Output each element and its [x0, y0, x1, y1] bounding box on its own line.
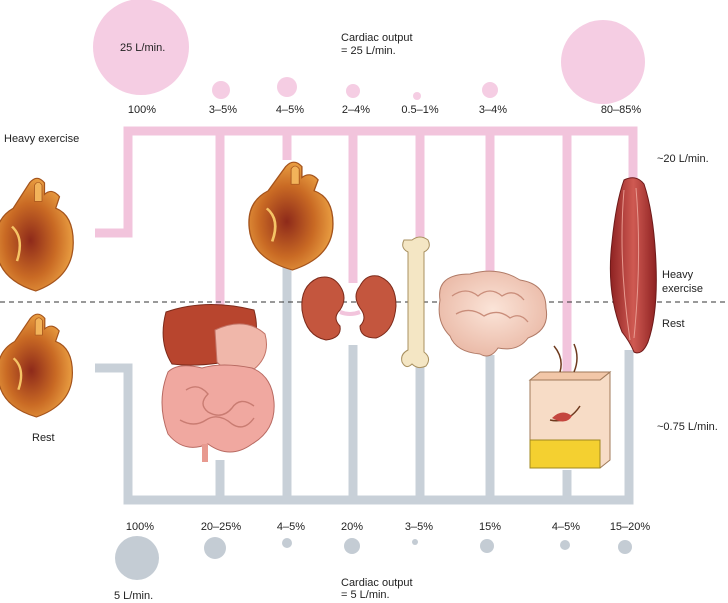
digestive-tract-illustration [161, 304, 275, 462]
rest-circle-muscle [618, 540, 632, 554]
exercise-output-label-line1: Cardiac output [341, 32, 413, 44]
exercise-pct-brain: 3–4% [478, 104, 508, 116]
exercise-muscle-flow: ~20 L/min. [657, 153, 709, 165]
rest-output-label-line2: = 5 L/min. [341, 589, 390, 601]
brain-illustration [438, 270, 548, 357]
rest-pct-total: 100% [125, 521, 155, 533]
exercise-circle-muscle [561, 20, 645, 104]
rest-circle-brain [480, 539, 494, 553]
bone-illustration [401, 236, 430, 369]
rest-muscle-flow: ~0.75 L/min. [657, 421, 718, 433]
exercise-pct-heart: 4–5% [275, 104, 305, 116]
exercise-circle-heart [277, 77, 297, 97]
exercise-pct-bone: 0.5–1% [401, 104, 439, 116]
divider-upper-label-line1: Heavy [662, 269, 694, 281]
rest-pct-muscle: 15–20% [609, 521, 651, 533]
rest-total-circle [115, 536, 159, 580]
exercise-pct-muscle: 80–85% [600, 104, 642, 116]
rest-circle-digestive [204, 537, 226, 559]
exercise-circle-kidneys [346, 84, 360, 98]
skeletal-muscle-illustration [609, 177, 657, 354]
exercise-total-label: 25 L/min. [120, 42, 166, 54]
heart-muscle-illustration [247, 160, 335, 272]
rest-output-label-line1: Cardiac output [341, 577, 413, 589]
heart-rest-illustration [0, 312, 74, 419]
rest-pct-skin: 4–5% [551, 521, 581, 533]
exercise-output-label-line2: = 25 L/min. [341, 45, 396, 57]
rest-side-label: Rest [32, 432, 55, 444]
exercise-circle-bone [413, 92, 421, 100]
rest-pct-bone: 3–5% [404, 521, 434, 533]
exercise-circle-brain [482, 82, 498, 98]
skin-illustration [528, 343, 612, 469]
exercise-pct-total: 100% [127, 104, 157, 116]
rest-circle-kidneys [344, 538, 360, 554]
exercise-total-circle [93, 0, 189, 95]
divider-lower-label: Rest [662, 318, 685, 330]
rest-flow-paths [95, 255, 634, 505]
exercise-circle-digestive [212, 81, 230, 99]
exercise-circles [93, 0, 645, 104]
rest-pct-digestive: 20–25% [200, 521, 242, 533]
rest-circle-bone [412, 539, 418, 545]
exercise-pct-kidneys: 2–4% [341, 104, 371, 116]
rest-circle-skin [560, 540, 570, 550]
rest-circles [115, 536, 632, 580]
divider-upper-label-line2: exercise [662, 283, 703, 295]
exercise-flow-paths [95, 126, 638, 378]
rest-circle-heart [282, 538, 292, 548]
rest-pct-brain: 15% [478, 521, 502, 533]
heart-exercise-illustration [0, 177, 75, 293]
rest-pct-kidneys: 20% [340, 521, 364, 533]
exercise-pct-digestive: 3–5% [208, 104, 238, 116]
kidneys-illustration [301, 275, 397, 341]
exercise-side-label: Heavy exercise [4, 133, 80, 145]
rest-total-label: 5 L/min. [114, 590, 154, 602]
rest-pct-heart: 4–5% [276, 521, 306, 533]
